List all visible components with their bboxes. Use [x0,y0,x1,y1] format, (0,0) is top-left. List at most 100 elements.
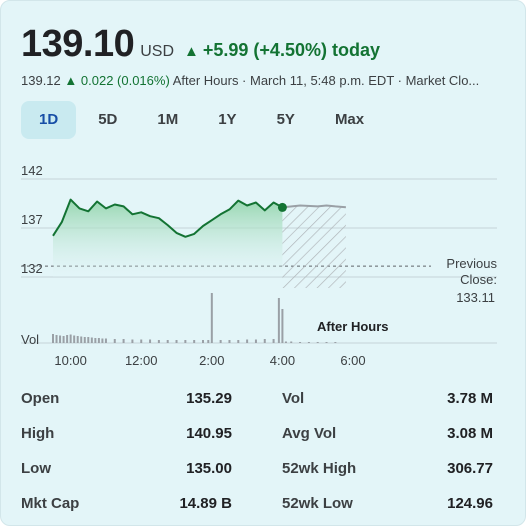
x-tick-label: 6:00 [340,353,365,368]
volume-bar [219,340,222,343]
volume-bar [140,339,143,343]
volume-bar [94,338,97,343]
quote-header: 139.10 USD ▲ +5.99 (+4.50%) today [21,23,380,66]
volume-bar [175,340,178,343]
stat-label-mkt-cap: Mkt Cap [21,495,80,512]
volume-bar [228,340,231,343]
volume-bar [69,334,72,343]
price-area [53,199,283,277]
volume-bar [334,342,337,343]
stat-value-avg-vol: 3.08 M [447,425,493,442]
volume-bar [73,335,76,343]
tab-max[interactable]: Max [334,111,365,128]
tab-1d[interactable]: 1D [21,101,77,139]
tab-5d[interactable]: 5D [98,111,118,128]
volume-bar [272,339,275,343]
volume-bar [290,341,293,343]
volume-bar [55,335,58,343]
after-hours-line: 139.12 ▲ 0.022 (0.016%) After Hours · Ma… [21,73,505,88]
tab-1m[interactable]: 1M [157,111,179,128]
after-hours-area [282,205,346,288]
volume-bar [299,342,302,343]
tab-1y[interactable]: 1Y [218,111,237,128]
stat-label-52wk-low: 52wk Low [282,495,353,512]
volume-bar [90,337,93,343]
after-hours-price: 139.12 [21,73,61,88]
x-tick-label: 10:00 [54,353,87,368]
price-line [52,198,283,238]
volume-bar [122,339,125,343]
volume-bar [325,342,328,343]
after-hours-change: ▲ 0.022 (0.016%) [64,73,169,88]
previous-close-value: 133.11 [456,290,495,305]
volume-bar [59,335,62,343]
after-hours-line [282,204,346,209]
volume-bar [210,293,213,343]
volume-bar [80,336,83,343]
volume-bar [202,340,204,343]
daily-change-text: +5.99 (+4.50%) today [202,40,380,60]
stats-row: High 140.95 Avg Vol 3.08 M [21,416,493,451]
volume-bar [307,342,310,343]
y-tick-label: 142 [21,163,43,178]
stats-table: Open 135.29 Vol 3.78 M High 140.95 Avg V… [21,381,493,521]
stat-label-vol: Vol [282,390,305,407]
volume-bar [149,339,152,343]
after-hours-chart-label: After Hours [317,319,389,334]
price-chart[interactable]: 142 137 132 10:00 12:00 2:00 4:00 6:00 Previous… [1,151,526,376]
currency: USD [140,43,175,60]
volume-bar [66,335,69,343]
volume-bar [113,339,116,343]
volume-bar [62,336,65,343]
stat-label-low: Low [21,460,51,477]
volume-bar [193,340,196,343]
previous-close-label-1: Previous [446,256,497,271]
volume-bar [263,339,266,343]
stat-value-52wk-high: 306.77 [447,460,493,477]
stat-label-high: High [21,425,55,442]
previous-close-label-2: Close: [460,272,497,287]
daily-change: ▲ +5.99 (+4.50%) today [184,40,380,61]
x-tick-label: 12:00 [125,353,158,368]
volume-bar [76,336,79,343]
stats-row: Low 135.00 52wk High 306.77 [21,451,493,486]
close-marker [277,202,287,212]
volume-bar [281,309,284,343]
range-tabs: 1D 5D 1M 1Y 5Y Max [21,101,386,139]
stats-row: Mkt Cap 14.89 B 52wk Low 124.96 [21,486,493,521]
stat-value-52wk-low: 124.96 [447,495,493,512]
stat-label-avg-vol: Avg Vol [282,425,337,442]
stat-value-open: 135.29 [186,390,232,407]
volume-bar [166,340,169,343]
volume-bar [157,340,160,343]
tab-5y[interactable]: 5Y [276,111,295,128]
stat-value-high: 140.95 [186,425,232,442]
volume-bar [184,340,187,343]
y-tick-label: 137 [21,212,43,227]
stats-row: Open 135.29 Vol 3.78 M [21,381,493,416]
volume-bar [207,340,210,343]
volume-bar [104,338,107,343]
stat-value-vol: 3.78 M [447,390,493,407]
volume-bar [237,340,240,343]
after-hours-label: After Hours · March 11, 5:48 p.m. EDT · … [172,73,480,88]
volume-bar [52,334,54,343]
volume-bar [284,341,287,343]
stat-value-mkt-cap: 14.89 B [179,495,232,512]
stat-value-low: 135.00 [186,460,232,477]
after-hours-change-text: 0.022 (0.016%) [80,73,170,88]
x-tick-label: 4:00 [270,353,295,368]
volume-bar [277,298,280,343]
current-price: 139.10 [21,23,135,65]
volume-bar [246,339,249,343]
y-tick-label: 132 [21,261,43,276]
up-arrow-icon: ▲ [184,43,199,60]
stat-label-52wk-high: 52wk High [282,460,357,477]
volume-bar [101,338,104,343]
x-tick-label: 2:00 [199,353,224,368]
volume-bar [131,339,134,343]
volume-bar [97,338,100,343]
volume-bar [83,337,86,343]
volume-bar [316,342,319,343]
